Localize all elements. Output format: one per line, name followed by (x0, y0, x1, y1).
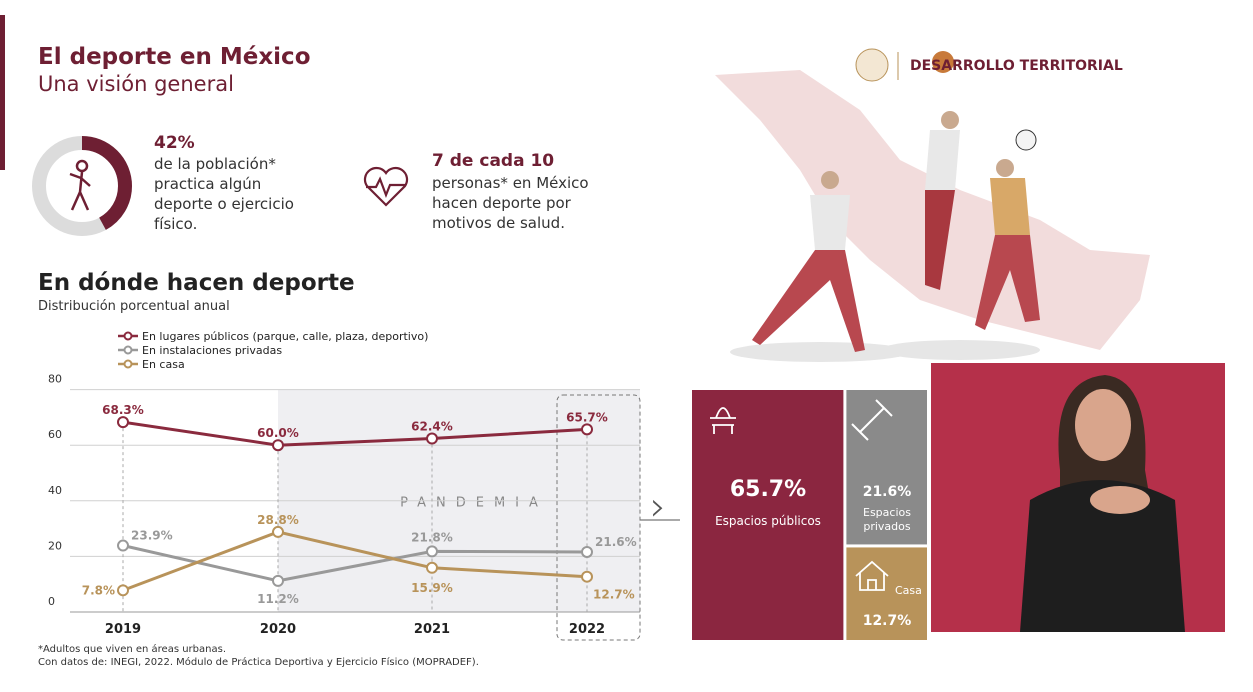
cell-label: Espacios privados (863, 506, 911, 533)
chart-title: En dónde hacen deporte (38, 270, 355, 296)
cell-value: 21.6% (863, 484, 912, 500)
data-label: 11.2% (257, 592, 299, 606)
subtitle: Una visión general (38, 72, 234, 96)
y-tick-label: 60 (48, 428, 62, 441)
legend-label: En lugares públicos (parque, calle, plaz… (142, 330, 428, 343)
stat-value: 42% (154, 133, 195, 153)
x-tick-label: 2019 (105, 622, 141, 637)
icon-bench (710, 407, 736, 434)
legend-marker (123, 331, 133, 341)
stat-text: de la población* practica algún deporte … (154, 155, 294, 233)
treemap-cell (846, 390, 927, 545)
data-label: 21.8% (411, 530, 453, 544)
chart-subtitle: Distribución porcentual anual (38, 299, 230, 314)
point (581, 545, 593, 558)
series-line (122, 420, 588, 447)
y-tick-label: 40 (48, 484, 62, 497)
donut-segment (32, 136, 132, 236)
legend-label: En instalaciones privadas (142, 344, 282, 357)
stat-heading: 7 de cada 10 (432, 151, 555, 171)
point (426, 432, 438, 445)
data-label: 65.7% (566, 410, 608, 424)
point (272, 574, 284, 587)
data-label: 12.7% (593, 588, 635, 602)
icon-athlete (69, 159, 91, 211)
illustration (715, 48, 1150, 362)
cell-value: 12.7% (863, 613, 912, 629)
data-label: 7.8% (82, 583, 115, 597)
video-inset (931, 363, 1225, 632)
point (272, 439, 284, 452)
data-label: 28.8% (257, 513, 299, 527)
x-tick-label: 2022 (569, 622, 605, 637)
x-tick-label: 2020 (260, 622, 296, 637)
source: Con datos de: INEGI, 2022. Módulo de Prá… (38, 657, 479, 668)
annotation: PANDEMIA (400, 495, 548, 510)
icon-heart (363, 166, 409, 207)
treemap-cell (846, 547, 927, 640)
icon-dumbbell (851, 399, 893, 441)
treemap-cell (692, 390, 844, 640)
title: El deporte en México (38, 44, 311, 70)
accent-bar (0, 15, 5, 170)
logo-text: DESARROLLO TERRITORIAL (910, 58, 1123, 74)
stat-text: personas* en México hacen deporte por mo… (432, 174, 589, 232)
cell-label: Espacios públicos (715, 514, 821, 528)
data-label: 15.9% (411, 581, 453, 595)
footnote: *Adultos que viven en áreas urbanas. (38, 644, 226, 655)
point (117, 416, 129, 429)
data-label: 23.9% (131, 529, 173, 543)
cell-value: 65.7% (730, 477, 806, 502)
point (426, 545, 438, 558)
y-tick-label: 80 (48, 373, 62, 386)
icon-house (855, 560, 889, 591)
point (117, 539, 129, 552)
arrow: › (650, 484, 666, 530)
cell-label: Casa (895, 584, 922, 597)
series-line (122, 544, 588, 583)
highlight-box (556, 394, 641, 641)
y-tick-label: 20 (48, 539, 62, 552)
cell-label-wrap: Espacios privados (863, 506, 911, 533)
donut (32, 136, 132, 236)
y-tick-label: 0 (48, 595, 55, 608)
legend-marker (123, 345, 133, 355)
series-line (122, 530, 588, 592)
data-label: 21.6% (595, 535, 637, 549)
data-label: 62.4% (411, 420, 453, 434)
point (272, 525, 284, 538)
data-label: 68.3% (102, 403, 144, 417)
legend-label: En casa (142, 358, 185, 371)
data-label: 60.0% (257, 426, 299, 440)
point (117, 584, 129, 597)
point (426, 561, 438, 574)
legend-marker (123, 359, 133, 369)
x-tick-label: 2021 (414, 622, 450, 637)
point (581, 570, 593, 583)
point (581, 423, 593, 436)
